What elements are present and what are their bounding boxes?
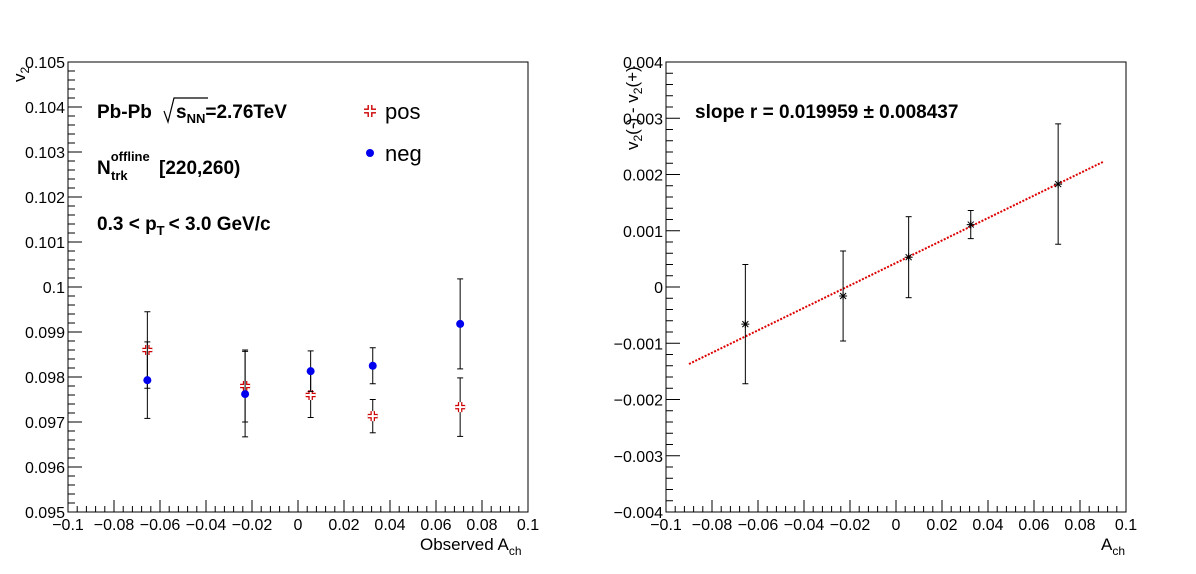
- y-tick-label: 0.1: [43, 280, 65, 297]
- y-tick-label: 0.097: [25, 415, 65, 432]
- slope-annotation: slope r = 0.019959 ± 0.008437: [695, 102, 958, 123]
- x-tick-label: 0: [892, 517, 901, 534]
- data-point-neg: [241, 390, 250, 399]
- legend-label-neg: neg: [385, 141, 422, 166]
- y-tick-label: 0.001: [623, 224, 663, 241]
- legend: pos neg: [364, 99, 422, 166]
- ntrk-sub-label: trk: [111, 168, 128, 183]
- left-x-axis-label: Observed Ach: [420, 535, 522, 558]
- y-tick-label: 0.098: [25, 370, 65, 387]
- data-point: [741, 320, 750, 329]
- x-tick-label: −0.06: [738, 517, 779, 534]
- y-tick-label: −0.004: [614, 505, 663, 522]
- y-tick-label: −0.001: [614, 336, 663, 353]
- x-tick-label: 0.04: [972, 517, 1003, 534]
- x-tick-label: −0.04: [784, 517, 825, 534]
- legend-marker-neg: [366, 149, 374, 157]
- x-tick-label: −0.04: [186, 517, 227, 534]
- y-tick-label: 0.003: [623, 111, 663, 128]
- data-point: [904, 253, 913, 262]
- x-tick-label: 0.06: [1018, 517, 1049, 534]
- left-axes: −0.1 −0.08 −0.06 −0.04 −0.02 0 0.02 0.04 0.06 0.0…: [25, 55, 539, 534]
- y-tick-label: 0.105: [25, 55, 65, 72]
- data-point-neg: [456, 319, 465, 328]
- fit-line: [688, 160, 1104, 365]
- x-tick-label: 0.06: [420, 517, 451, 534]
- x-tick-label: 0.04: [374, 517, 405, 534]
- x-tick-label: 0.1: [517, 517, 539, 534]
- x-tick-label: −0.02: [830, 517, 871, 534]
- right-axes: −0.1 −0.08 −0.06 −0.04 −0.02 0 0.02 0.04 0.06 0.0…: [614, 55, 1138, 534]
- right-plot-frame: [665, 61, 1127, 513]
- left-data-marks: [142, 278, 466, 438]
- data-point-neg: [368, 361, 377, 370]
- x-tick-label: −0.08: [692, 517, 733, 534]
- ntrk-label: Noffline: [97, 149, 150, 179]
- y-tick-label: −0.002: [614, 393, 663, 410]
- y-tick-label: 0.099: [25, 325, 65, 342]
- x-tick-label: 0.02: [926, 517, 957, 534]
- data-point-neg: [306, 367, 315, 376]
- right-plot-panel: −0.1 −0.08 −0.06 −0.04 −0.02 0 0.02 0.04 0.06 0.0…: [614, 55, 1138, 558]
- right-y-axis-label: v2(-) - v2(+): [623, 66, 645, 150]
- y-tick-label: −0.003: [614, 449, 663, 466]
- data-point: [966, 220, 975, 229]
- x-tick-label: 0: [294, 517, 303, 534]
- y-tick-label: 0.002: [623, 168, 663, 185]
- legend-label-pos: pos: [385, 99, 420, 124]
- y-tick-label: 0.104: [25, 100, 65, 117]
- y-tick-label: 0.102: [25, 190, 65, 207]
- x-tick-label: 0.02: [328, 517, 359, 534]
- left-plot-frame: [67, 61, 529, 513]
- data-point-pos: [367, 411, 378, 422]
- x-tick-label: 0.08: [466, 517, 497, 534]
- sqrt-symbol: [163, 97, 208, 125]
- data-point: [839, 292, 848, 300]
- x-tick-label: −0.08: [94, 517, 135, 534]
- right-data-marks: [688, 123, 1104, 385]
- data-point: [1054, 180, 1063, 189]
- y-tick-label: 0: [654, 280, 663, 297]
- collision-system-label: Pb-Pb: [97, 102, 152, 123]
- x-tick-label: −0.02: [232, 517, 273, 534]
- data-point-neg: [143, 376, 152, 385]
- ntrk-range-label: [220,260): [159, 158, 240, 179]
- right-x-axis-label: Ach: [1101, 535, 1125, 558]
- pt-range-label: 0.3 < pT < 3.0 GeV/c: [97, 214, 271, 238]
- x-tick-label: 0.1: [1115, 517, 1137, 534]
- y-tick-label: 0.095: [25, 505, 65, 522]
- y-tick-label: 0.103: [25, 145, 65, 162]
- y-tick-label: 0.096: [25, 460, 65, 477]
- y-tick-label: 0.004: [623, 55, 663, 72]
- left-y-axis-label: v2: [10, 67, 32, 83]
- y-tick-label: 0.101: [25, 235, 65, 252]
- left-plot-panel: −0.1 −0.08 −0.06 −0.04 −0.02 0 0.02 0.04 0.06 0.0…: [10, 55, 539, 558]
- x-tick-label: 0.08: [1064, 517, 1095, 534]
- energy-label: sNN=2.76TeV: [176, 102, 287, 126]
- data-point-pos: [455, 402, 466, 413]
- x-tick-label: −0.1: [52, 517, 84, 534]
- x-tick-label: −0.1: [650, 517, 682, 534]
- legend-marker-pos: [364, 105, 376, 117]
- x-tick-label: −0.06: [140, 517, 181, 534]
